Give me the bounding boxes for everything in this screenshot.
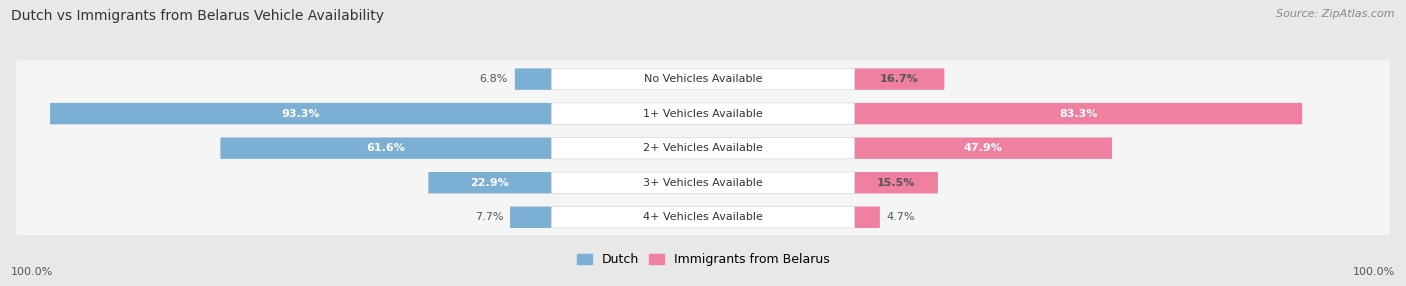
Text: 22.9%: 22.9% — [471, 178, 509, 188]
Text: 4.7%: 4.7% — [887, 212, 915, 222]
FancyBboxPatch shape — [551, 172, 855, 193]
FancyBboxPatch shape — [551, 103, 855, 124]
Text: 6.8%: 6.8% — [479, 74, 508, 84]
FancyBboxPatch shape — [221, 138, 551, 159]
FancyBboxPatch shape — [551, 138, 855, 159]
FancyBboxPatch shape — [429, 172, 551, 193]
Text: Source: ZipAtlas.com: Source: ZipAtlas.com — [1277, 9, 1395, 19]
Text: 93.3%: 93.3% — [281, 109, 321, 119]
FancyBboxPatch shape — [515, 68, 551, 90]
FancyBboxPatch shape — [855, 68, 945, 90]
Text: 15.5%: 15.5% — [877, 178, 915, 188]
Text: 47.9%: 47.9% — [965, 143, 1002, 153]
FancyBboxPatch shape — [51, 103, 551, 124]
Text: 2+ Vehicles Available: 2+ Vehicles Available — [643, 143, 763, 153]
Text: 7.7%: 7.7% — [475, 212, 503, 222]
Text: 61.6%: 61.6% — [367, 143, 405, 153]
FancyBboxPatch shape — [855, 172, 938, 193]
FancyBboxPatch shape — [15, 130, 1391, 167]
FancyBboxPatch shape — [551, 206, 855, 228]
Legend: Dutch, Immigrants from Belarus: Dutch, Immigrants from Belarus — [574, 251, 832, 269]
FancyBboxPatch shape — [551, 68, 855, 90]
FancyBboxPatch shape — [15, 60, 1391, 98]
FancyBboxPatch shape — [15, 164, 1391, 201]
Text: 100.0%: 100.0% — [1353, 267, 1395, 277]
Text: 100.0%: 100.0% — [11, 267, 53, 277]
Text: 4+ Vehicles Available: 4+ Vehicles Available — [643, 212, 763, 222]
FancyBboxPatch shape — [15, 198, 1391, 236]
FancyBboxPatch shape — [15, 95, 1391, 132]
FancyBboxPatch shape — [855, 206, 880, 228]
Text: 1+ Vehicles Available: 1+ Vehicles Available — [643, 109, 763, 119]
Text: 16.7%: 16.7% — [880, 74, 918, 84]
Text: No Vehicles Available: No Vehicles Available — [644, 74, 762, 84]
FancyBboxPatch shape — [855, 103, 1302, 124]
FancyBboxPatch shape — [855, 138, 1112, 159]
Text: 3+ Vehicles Available: 3+ Vehicles Available — [643, 178, 763, 188]
Text: Dutch vs Immigrants from Belarus Vehicle Availability: Dutch vs Immigrants from Belarus Vehicle… — [11, 9, 384, 23]
FancyBboxPatch shape — [510, 206, 551, 228]
Text: 83.3%: 83.3% — [1059, 109, 1098, 119]
